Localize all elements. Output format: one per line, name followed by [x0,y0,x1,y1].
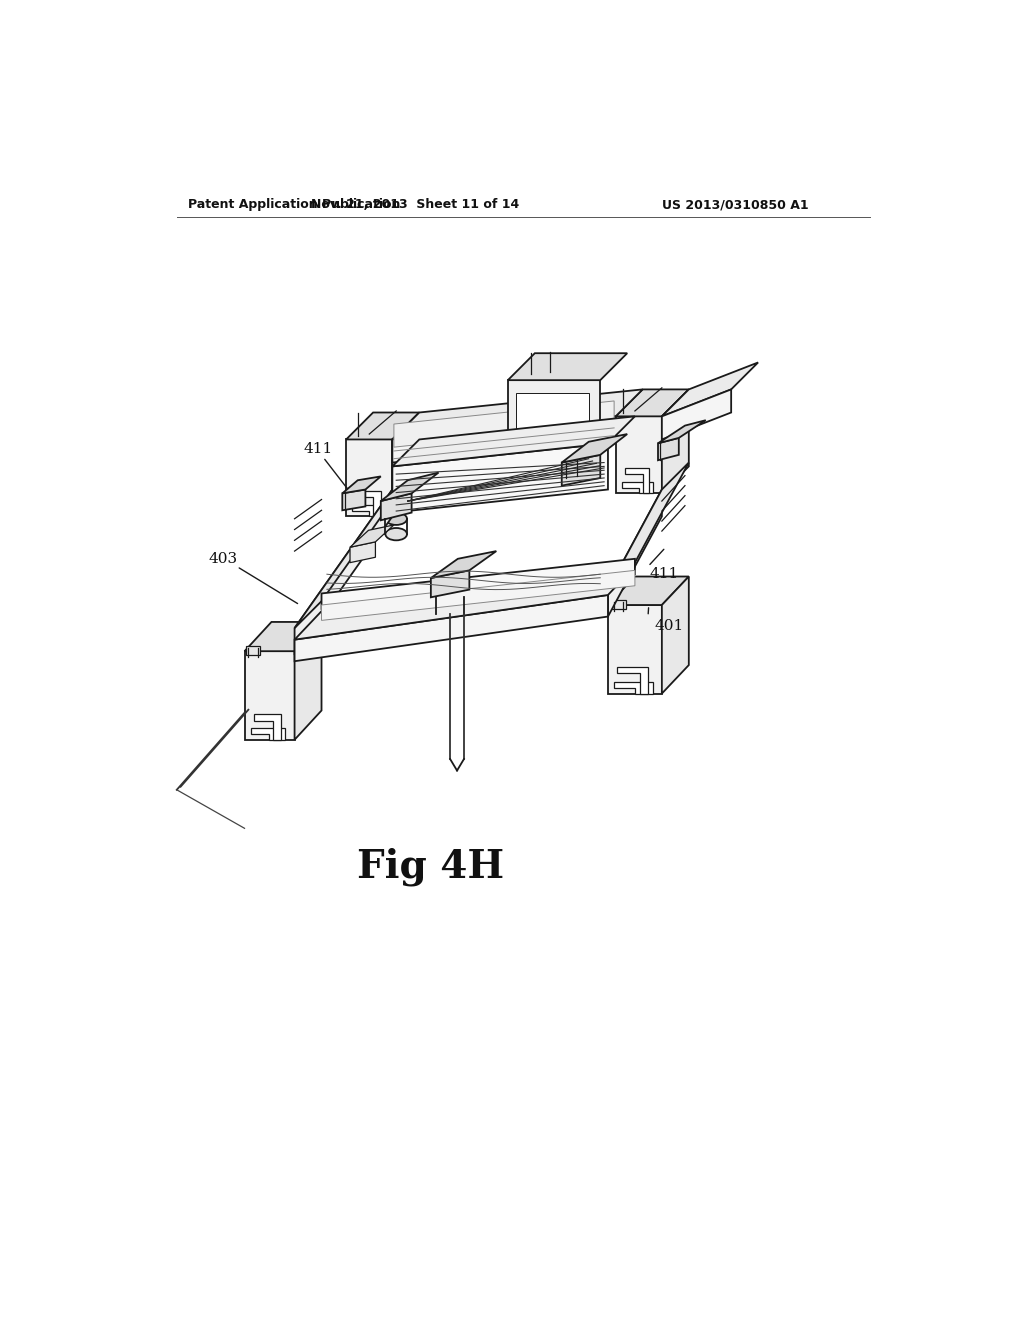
Polygon shape [608,462,689,590]
Polygon shape [658,438,679,461]
Text: Fig 4H: Fig 4H [357,847,505,886]
Polygon shape [662,389,689,494]
Text: 401: 401 [654,619,683,632]
Polygon shape [515,393,589,436]
Polygon shape [322,558,635,609]
Polygon shape [608,577,689,605]
Polygon shape [295,622,322,739]
Polygon shape [662,389,731,440]
Polygon shape [245,622,322,651]
Polygon shape [350,525,394,548]
Polygon shape [346,440,392,516]
Polygon shape [392,444,608,512]
Polygon shape [295,595,608,661]
Polygon shape [254,714,281,739]
Polygon shape [392,412,419,516]
Polygon shape [611,599,626,609]
Polygon shape [625,469,649,494]
Polygon shape [394,401,614,447]
Polygon shape [245,651,295,739]
Ellipse shape [436,590,464,605]
Polygon shape [355,491,381,516]
Polygon shape [295,490,392,655]
Polygon shape [615,389,689,416]
Polygon shape [508,354,628,380]
Polygon shape [622,482,652,494]
Polygon shape [562,434,628,462]
Polygon shape [508,380,600,444]
Polygon shape [431,552,497,578]
Polygon shape [295,566,635,640]
Polygon shape [342,477,381,494]
Polygon shape [662,577,689,693]
Polygon shape [246,645,260,655]
Polygon shape [352,506,385,516]
Polygon shape [295,462,419,628]
Text: US 2013/0310850 A1: US 2013/0310850 A1 [662,198,809,211]
Polygon shape [251,729,285,739]
Polygon shape [658,420,706,444]
Polygon shape [392,416,615,462]
Polygon shape [381,473,438,502]
Polygon shape [615,416,662,494]
Text: 411: 411 [649,568,679,581]
Polygon shape [608,605,662,693]
Polygon shape [346,412,419,440]
Polygon shape [662,363,758,416]
Polygon shape [322,570,635,620]
Ellipse shape [385,512,407,525]
Polygon shape [431,570,469,598]
Polygon shape [381,494,412,520]
Text: 403: 403 [209,552,238,566]
Polygon shape [392,389,643,440]
Polygon shape [608,490,662,616]
Polygon shape [617,667,648,693]
Polygon shape [614,682,652,693]
Polygon shape [342,490,366,511]
Polygon shape [350,543,376,562]
Ellipse shape [385,528,407,540]
Text: Nov. 21, 2013  Sheet 11 of 14: Nov. 21, 2013 Sheet 11 of 14 [311,198,519,211]
Polygon shape [392,416,635,466]
Text: 411: 411 [303,442,333,457]
Ellipse shape [436,607,464,622]
Polygon shape [562,455,600,486]
Text: Patent Application Publication: Patent Application Publication [188,198,400,211]
